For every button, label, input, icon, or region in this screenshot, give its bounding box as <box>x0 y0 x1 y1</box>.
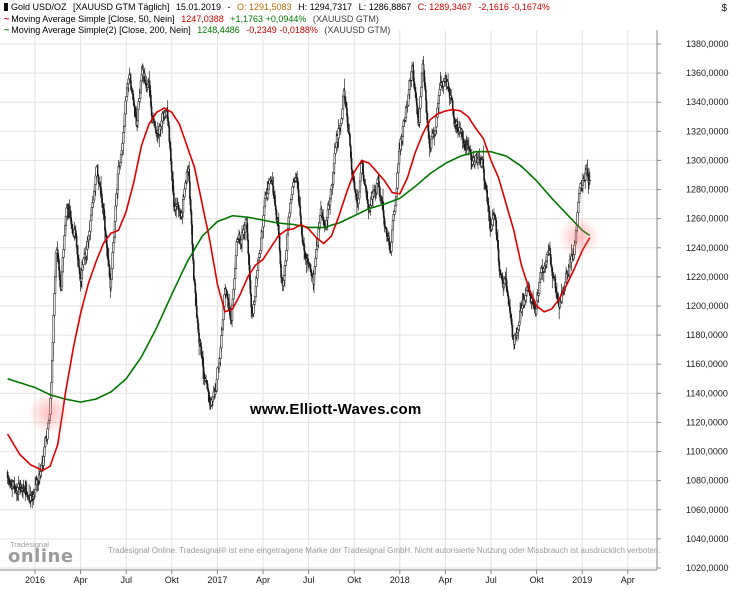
ma200-info-line: ~ Moving Average Simple(2) [Close, 200, N… <box>4 25 550 37</box>
change-abs: -2,1616 <box>478 2 509 12</box>
svg-text:Apr: Apr <box>74 575 88 585</box>
timeframe-params: [XAUUSD GTM Täglich] <box>73 2 170 12</box>
svg-text:1180,0000: 1180,0000 <box>686 330 728 340</box>
svg-text:2019: 2019 <box>572 575 592 585</box>
open-value: 1291,5083 <box>249 2 292 12</box>
svg-text:Jul: Jul <box>485 575 497 585</box>
ma50-change-pct: +0,0944% <box>265 13 307 24</box>
svg-text:1060,0000: 1060,0000 <box>686 505 729 515</box>
svg-text:1100,0000: 1100,0000 <box>686 447 728 457</box>
ma50-symbol: (XAUUSD GTM) <box>312 13 379 24</box>
svg-text:1160,0000: 1160,0000 <box>686 359 728 369</box>
ma200-name: Moving Average Simple(2) [Close, 200, Ne… <box>11 25 191 35</box>
candlestick-series[interactable] <box>6 55 591 509</box>
separator: - <box>227 2 231 12</box>
svg-text:2016: 2016 <box>25 575 45 585</box>
svg-text:Okt: Okt <box>530 575 545 585</box>
svg-text:1340,0000: 1340,0000 <box>686 97 729 107</box>
svg-text:1360,0000: 1360,0000 <box>686 68 729 78</box>
close-label: C: <box>417 2 427 12</box>
ma200-change-pct: -0,0188% <box>279 25 318 35</box>
ma50-info-line: ~ Moving Average Simple [Close, 50, Nein]… <box>4 14 550 26</box>
ma50-line-icon: ~ <box>4 13 10 24</box>
svg-text:1280,0000: 1280,0000 <box>686 185 729 195</box>
ma200-change-abs: -0,2349 <box>246 25 277 35</box>
candlestick-icon <box>4 3 8 11</box>
change-pct: -0,1674% <box>511 2 550 12</box>
svg-text:Apr: Apr <box>256 575 270 585</box>
ma50-name: Moving Average Simple [Close, 50, Nein] <box>11 13 175 24</box>
svg-text:Jul: Jul <box>120 575 132 585</box>
svg-text:1220,0000: 1220,0000 <box>686 272 729 282</box>
svg-text:1300,0000: 1300,0000 <box>686 155 729 165</box>
svg-text:Okt: Okt <box>347 575 362 585</box>
low-value: 1286,8867 <box>368 2 412 12</box>
svg-text:Apr: Apr <box>438 575 452 585</box>
high-label: H: <box>298 2 308 12</box>
svg-text:1240,0000: 1240,0000 <box>686 243 729 253</box>
tradesignal-logo: Tradesignal online <box>8 540 74 567</box>
close-value: 1289,3467 <box>429 2 472 12</box>
ma50-change-abs: +1,1763 <box>230 13 264 24</box>
disclaimer-text: Tradesignal Online. Tradesignal® ist ein… <box>108 546 661 555</box>
svg-text:Okt: Okt <box>165 575 180 585</box>
svg-text:1020,0000: 1020,0000 <box>686 563 729 573</box>
gridlines <box>0 30 657 570</box>
symbol-info-line: Gold USD/OZ [XAUUSD GTM Täglich] 15.01.2… <box>4 2 550 14</box>
svg-text:2017: 2017 <box>207 575 227 585</box>
svg-text:1080,0000: 1080,0000 <box>686 476 729 486</box>
svg-text:1140,0000: 1140,0000 <box>686 388 728 398</box>
svg-text:Jul: Jul <box>303 575 315 585</box>
low-label: L: <box>358 2 367 12</box>
logo-brand-text: Tradesignal <box>10 540 49 549</box>
ma200-line-icon: ~ <box>4 25 10 35</box>
chart-legend: Gold USD/OZ [XAUUSD GTM Täglich] 15.01.2… <box>4 2 550 37</box>
svg-text:2018: 2018 <box>390 575 410 585</box>
logo-online-text: online <box>8 546 74 567</box>
svg-text:1120,0000: 1120,0000 <box>686 417 728 427</box>
symbol-title: Gold USD/OZ <box>11 2 67 12</box>
time-axis[interactable]: 2016 Apr Jul Okt 2017 Apr Jul Okt 2018 Apr Jul Okt 2… <box>0 569 657 585</box>
price-axis-unit: $ <box>721 3 727 14</box>
svg-text:1320,0000: 1320,0000 <box>686 126 729 136</box>
quote-date: 15.01.2019 <box>175 2 221 12</box>
high-value: 1294,7317 <box>309 2 353 12</box>
ma200-value: 1248,4486 <box>197 25 240 35</box>
ma200-symbol: (XAUUSD GTM) <box>324 25 391 35</box>
ma50-line[interactable] <box>6 107 591 472</box>
ma50-value: 1247,0388 <box>181 13 224 24</box>
watermark-text: www.Elliott-Waves.com <box>250 401 422 418</box>
svg-text:Apr: Apr <box>621 575 635 585</box>
svg-text:1380,0000: 1380,0000 <box>686 39 729 49</box>
open-label: O: <box>236 2 247 12</box>
svg-text:1040,0000: 1040,0000 <box>686 534 729 544</box>
svg-text:1260,0000: 1260,0000 <box>686 214 729 224</box>
svg-text:1200,0000: 1200,0000 <box>686 301 729 311</box>
price-axis[interactable]: 1380,0000 1360,0000 1340,0000 1320,0000 1300… <box>656 30 729 573</box>
